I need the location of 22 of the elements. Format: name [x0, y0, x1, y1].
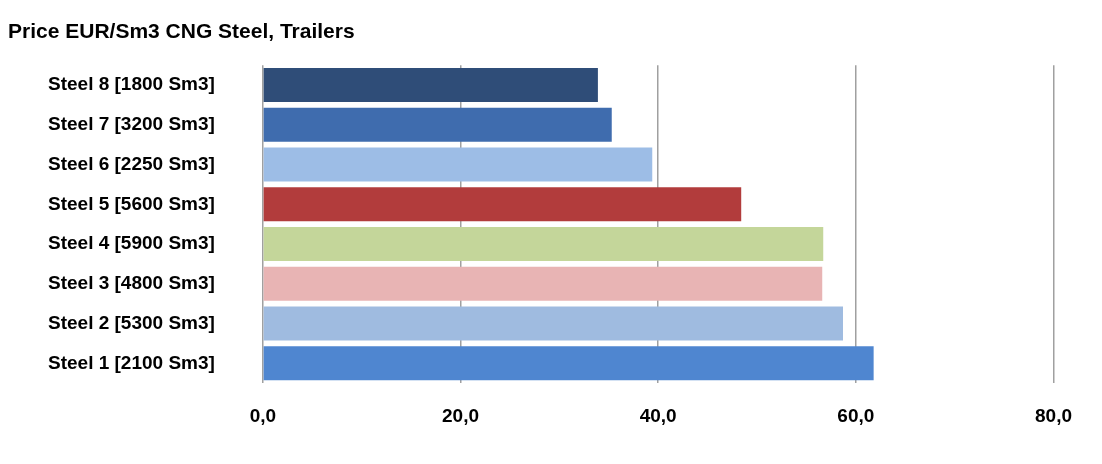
bar — [263, 68, 598, 103]
x-tick-label: 80,0 — [1035, 404, 1072, 426]
x-tick-label: 20,0 — [442, 404, 480, 426]
bar — [263, 266, 823, 301]
y-tick-label: Steel 6 [2250 Sm3] — [48, 152, 215, 174]
x-tick-label: 60,0 — [837, 404, 875, 426]
chart-title: Price EUR/Sm3 CNG Steel, Trailers — [8, 19, 355, 43]
y-tick-label: Steel 7 [3200 Sm3] — [48, 113, 215, 135]
y-tick-label: Steel 4 [5900 Sm3] — [48, 232, 215, 254]
bar — [263, 107, 612, 142]
y-tick-label: Steel 3 [4800 Sm3] — [48, 272, 215, 294]
bar — [263, 346, 874, 381]
y-tick-label: Steel 1 [2100 Sm3] — [48, 351, 215, 373]
y-tick-label: Steel 8 [1800 Sm3] — [48, 73, 215, 95]
bar — [263, 227, 824, 262]
bar — [263, 306, 843, 341]
x-tick-label: 40,0 — [639, 404, 677, 426]
x-tick-label: 0,0 — [249, 404, 277, 426]
bar — [263, 147, 653, 182]
bar — [263, 187, 742, 222]
y-tick-label: Steel 5 [5600 Sm3] — [48, 192, 215, 214]
y-tick-label: Steel 2 [5300 Sm3] — [48, 311, 215, 333]
